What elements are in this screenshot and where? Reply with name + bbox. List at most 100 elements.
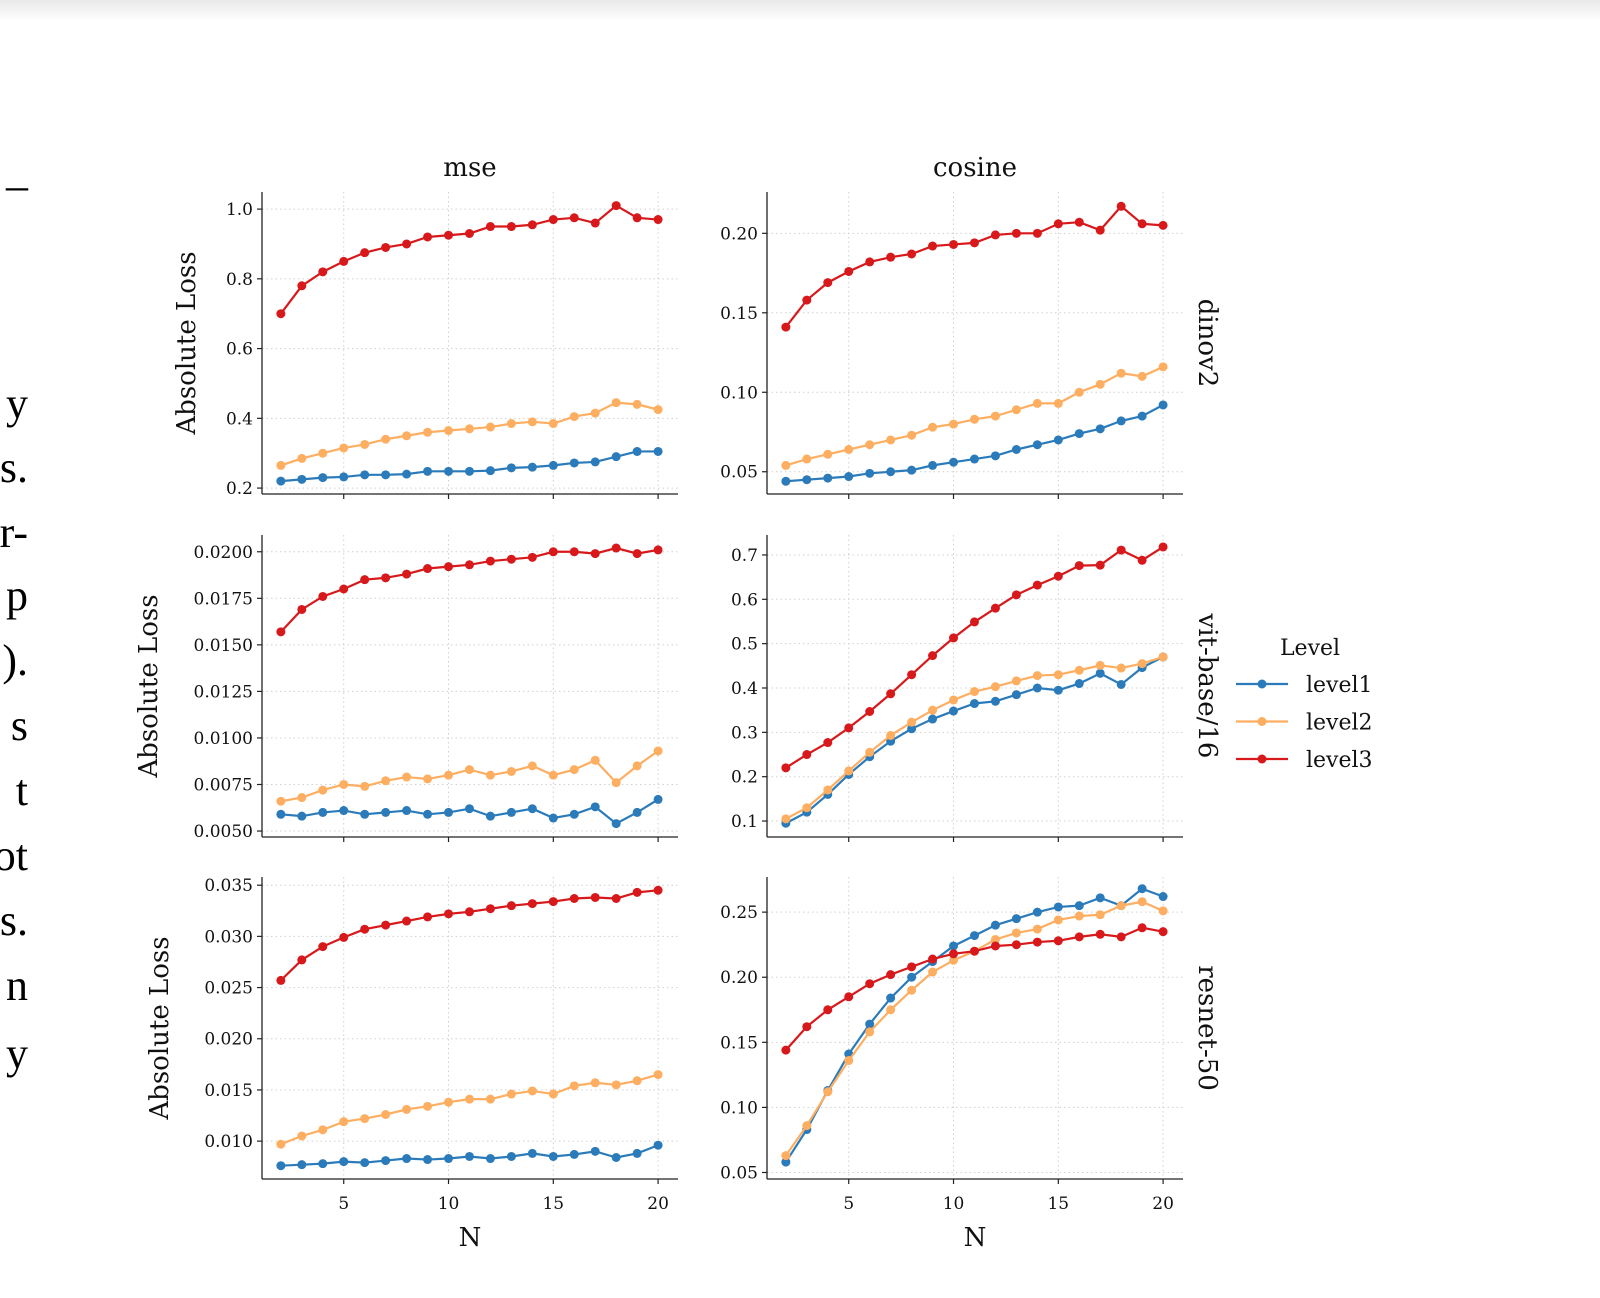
data-point-level2 <box>548 1089 558 1099</box>
data-point-level2 <box>297 1131 307 1141</box>
data-point-level2 <box>886 1005 896 1015</box>
data-point-level3 <box>1116 545 1126 555</box>
y-tick-label: 0.2 <box>731 768 758 788</box>
y-tick-label: 0.8 <box>226 270 253 290</box>
data-point-level3 <box>1053 936 1063 946</box>
data-point-level2 <box>1137 897 1147 907</box>
data-point-level1 <box>485 1154 495 1164</box>
data-point-level2 <box>1158 906 1168 916</box>
text-fragment: y <box>6 1029 28 1078</box>
data-point-level1 <box>611 1153 621 1163</box>
data-point-level2 <box>381 434 391 444</box>
data-point-level1 <box>569 1149 579 1159</box>
data-point-level3 <box>1011 590 1021 600</box>
data-point-level2 <box>907 717 917 727</box>
data-point-level2 <box>865 1027 875 1037</box>
data-point-level3 <box>1074 932 1084 942</box>
y-tick-label: 0.6 <box>226 340 253 360</box>
data-point-level3 <box>886 970 896 980</box>
data-point-level1 <box>653 446 663 456</box>
panel-vit-base-16-mse: 0.0050 0.0075 0.0100 0.0125 0.0150 0.0175 0.02… <box>134 535 678 842</box>
x-tick-label: 15 <box>1047 1194 1069 1214</box>
data-point-level1 <box>823 473 833 483</box>
data-point-level1 <box>381 1156 391 1166</box>
data-point-level2 <box>318 1125 328 1135</box>
data-point-level1 <box>969 699 979 709</box>
data-point-level3 <box>506 901 516 911</box>
data-point-level1 <box>464 804 474 814</box>
data-point-level2 <box>276 1139 286 1149</box>
top-shadow <box>0 0 1600 22</box>
text-fragment: p <box>6 571 28 620</box>
y-tick-label: 0.2 <box>226 479 253 499</box>
data-point-level1 <box>802 475 812 485</box>
x-tick-label: 10 <box>438 1194 460 1214</box>
data-point-level2 <box>990 411 1000 421</box>
data-point-level1 <box>886 467 896 477</box>
data-point-level2 <box>907 430 917 440</box>
data-point-level1 <box>548 460 558 470</box>
data-point-level1 <box>464 1151 474 1161</box>
data-point-level1 <box>1011 444 1021 454</box>
data-point-level1 <box>402 469 412 479</box>
data-point-level1 <box>1011 690 1021 700</box>
data-point-level2 <box>1011 405 1021 415</box>
data-point-level1 <box>865 1019 875 1029</box>
data-point-level2 <box>527 761 537 771</box>
data-point-level1 <box>339 806 349 816</box>
legend-marker-level2 <box>1257 717 1267 726</box>
data-point-level1 <box>360 470 370 480</box>
data-point-level2 <box>548 419 558 429</box>
data-point-level2 <box>1011 676 1021 686</box>
legend-marker-level1 <box>1257 679 1267 689</box>
y-tick-label: 0.5 <box>731 635 758 655</box>
data-point-level1 <box>297 811 307 821</box>
panel-vit-base-16-cosine: 0.1 0.2 0.3 0.4 0.5 0.6 0.7 vit-base/16 <box>731 535 1222 842</box>
x-tick-label: 5 <box>338 1194 349 1214</box>
series-line-level3 <box>280 889 659 982</box>
data-point-level1 <box>990 696 1000 706</box>
data-point-level2 <box>360 781 370 791</box>
data-point-level2 <box>1032 398 1042 408</box>
y-axis-label: Absolute Loss <box>172 251 202 435</box>
data-point-level2 <box>1095 660 1105 670</box>
data-point-level2 <box>990 682 1000 692</box>
data-point-level2 <box>907 985 917 995</box>
data-point-level3 <box>444 909 454 919</box>
data-point-level2 <box>318 448 328 458</box>
y-tick-label: 0.015 <box>204 1081 253 1101</box>
data-point-level1 <box>632 1148 642 1158</box>
x-tick-label: 5 <box>843 1194 854 1214</box>
data-point-level1 <box>360 1158 370 1168</box>
data-point-level3 <box>928 954 938 964</box>
data-point-level3 <box>485 556 495 566</box>
series-line-level2 <box>280 1073 659 1146</box>
text-fragment: ). <box>2 636 28 685</box>
series-line-level2 <box>280 750 659 803</box>
legend-label-level3: level3 <box>1306 748 1373 773</box>
y-tick-label: 0.10 <box>720 383 758 403</box>
data-point-level1 <box>1032 683 1042 693</box>
data-point-level2 <box>569 1081 579 1091</box>
data-point-level2 <box>590 1078 600 1088</box>
data-point-level3 <box>590 549 600 559</box>
y-tick-label: 0.7 <box>731 546 758 566</box>
data-point-level1 <box>569 458 579 468</box>
data-point-level3 <box>1053 571 1063 581</box>
data-point-level2 <box>485 1094 495 1104</box>
data-point-level2 <box>1032 924 1042 934</box>
data-point-level2 <box>485 770 495 780</box>
data-point-level3 <box>949 949 959 959</box>
data-point-level3 <box>990 603 1000 613</box>
data-point-level3 <box>1158 220 1168 230</box>
data-point-level3 <box>569 893 579 903</box>
data-point-level3 <box>907 249 917 259</box>
data-point-level3 <box>276 975 286 985</box>
data-point-level1 <box>1116 416 1126 426</box>
x-axis-label: N <box>459 1223 482 1253</box>
data-point-level1 <box>886 993 896 1003</box>
data-point-level1 <box>318 1159 328 1169</box>
y-tick-label: 0.15 <box>720 304 758 324</box>
data-point-level1 <box>1011 914 1021 924</box>
